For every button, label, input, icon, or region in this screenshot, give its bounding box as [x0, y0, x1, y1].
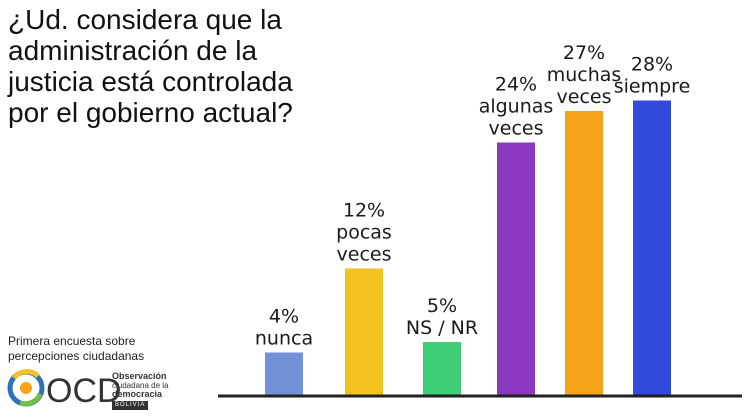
logo-country-badge: BOLIVIA: [112, 401, 149, 410]
category-label: pocas: [336, 222, 392, 244]
category-label: muchas: [547, 64, 622, 86]
category-label: algunas: [479, 96, 554, 118]
category-label: NS / NR: [406, 317, 478, 339]
bar-pocas-veces: [345, 268, 383, 395]
category-label: siempre: [614, 76, 691, 98]
value-label: 4%: [269, 306, 299, 328]
category-label: nunca: [255, 328, 313, 350]
source-line: Primera encuesta sobre: [8, 334, 136, 348]
logo-name-line: ciudadana de la: [112, 381, 169, 390]
question-title: ¿Ud. considera que la administración de …: [8, 4, 338, 128]
logo-arc-yellow-icon: [11, 369, 40, 380]
category-label: veces: [337, 244, 392, 266]
bar-algunas-veces: [497, 142, 535, 395]
bar-muchas-veces: [565, 111, 603, 395]
logo-name-line: democracia: [112, 389, 163, 399]
source-line: percepciones ciudadanas: [8, 349, 145, 363]
question-line: por el gobierno actual?: [8, 97, 293, 128]
logo-acronym: OCD: [46, 372, 122, 410]
value-label: 12%: [343, 200, 385, 222]
logo-text: Observación ciudadana de la democracia B…: [112, 372, 169, 410]
value-label: 5%: [427, 295, 457, 317]
bar-ns-nr: [423, 342, 461, 395]
value-label: 24%: [495, 74, 537, 96]
logo-arc-green-icon: [19, 392, 43, 407]
bar-nunca: [265, 352, 303, 395]
category-label: veces: [557, 86, 612, 108]
question-line: justicia está controlada: [8, 66, 293, 97]
question-line: administración de la: [8, 35, 258, 66]
value-label: 28%: [631, 54, 673, 76]
category-label: veces: [489, 118, 544, 140]
source-note: Primera encuesta sobre percepciones ciud…: [8, 334, 144, 364]
ocd-logo: OCD: [7, 369, 122, 410]
bar-siempre: [633, 100, 671, 395]
value-label: 27%: [563, 42, 605, 64]
question-line: ¿Ud. considera que la: [8, 4, 282, 35]
logo-center-icon: [20, 382, 32, 394]
logo-name-line: Observación: [112, 371, 167, 381]
